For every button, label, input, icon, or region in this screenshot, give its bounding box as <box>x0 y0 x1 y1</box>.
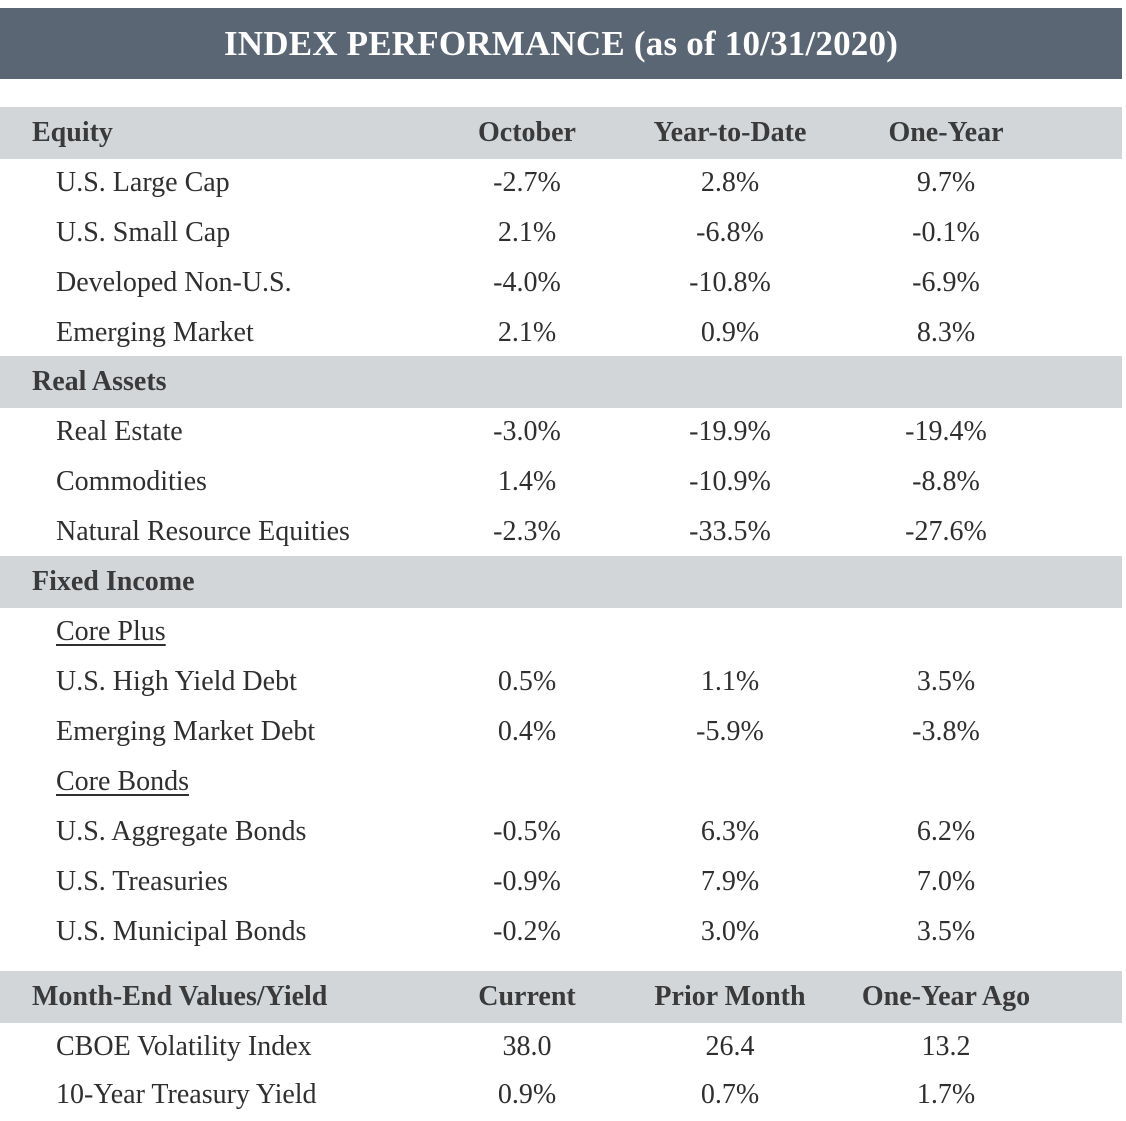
section-label: Equity <box>32 117 113 148</box>
table-row: U.S. High Yield Debt 0.5% 1.1% 3.5% <box>0 657 1122 707</box>
section-label: Real Assets <box>32 366 167 397</box>
column-header-current: Current <box>478 981 576 1012</box>
one-year-value: 7.0% <box>916 866 976 897</box>
row-label: U.S. Municipal Bonds <box>56 916 307 947</box>
ytd-value: 7.9% <box>700 866 760 897</box>
row-label: U.S. Treasuries <box>56 866 228 897</box>
column-header-october: October <box>478 117 576 148</box>
row-label: U.S. High Yield Debt <box>56 666 297 697</box>
one-year-value: 3.5% <box>916 916 976 947</box>
real-assets-header-row: Real Assets <box>0 356 1122 408</box>
one-year-value: -0.1% <box>912 217 980 248</box>
october-value: -0.5% <box>493 816 561 847</box>
ytd-value: -10.8% <box>689 267 771 298</box>
one-year-value: -3.8% <box>912 716 980 747</box>
column-header-one-year-ago: One-Year Ago <box>861 981 1031 1012</box>
ytd-value: 0.9% <box>700 317 760 348</box>
current-value: 38.0 <box>502 1031 552 1062</box>
ytd-value: -33.5% <box>689 516 771 547</box>
prior-month-value: 0.7% <box>700 1079 760 1110</box>
row-label: Emerging Market Debt <box>56 716 316 747</box>
october-value: 0.5% <box>497 666 557 697</box>
column-header-ytd: Year-to-Date <box>653 117 807 148</box>
month-end-header-row: Month-End Values/Yield Current Prior Mon… <box>0 971 1122 1023</box>
table-row: Developed Non-U.S. -4.0% -10.8% -6.9% <box>0 258 1122 308</box>
row-label: CBOE Volatility Index <box>56 1031 312 1062</box>
row-label: Emerging Market <box>56 317 254 348</box>
table-row: U.S. Aggregate Bonds -0.5% 6.3% 6.2% <box>0 807 1122 857</box>
october-value: 0.4% <box>497 716 557 747</box>
october-value: -0.9% <box>493 866 561 897</box>
subsection-label-core-plus: Core Plus <box>56 616 166 647</box>
one-year-value: -6.9% <box>912 267 980 298</box>
table-title: INDEX PERFORMANCE (as of 10/31/2020) <box>0 8 1122 79</box>
column-header-prior-month: Prior Month <box>654 981 806 1012</box>
one-year-value: -8.8% <box>912 466 980 497</box>
column-header-one-year: One-Year <box>888 117 1004 148</box>
row-label: 10-Year Treasury Yield <box>56 1079 317 1110</box>
row-label: U.S. Large Cap <box>56 167 230 198</box>
table-row: CBOE Volatility Index 38.0 26.4 13.2 <box>0 1022 1122 1072</box>
october-value: 2.1% <box>497 317 557 348</box>
table-row: 10-Year Treasury Yield 0.9% 0.7% 1.7% <box>0 1070 1122 1120</box>
table-row: Emerging Market 2.1% 0.9% 8.3% <box>0 308 1122 358</box>
table-row: U.S. Treasuries -0.9% 7.9% 7.0% <box>0 857 1122 907</box>
october-value: -3.0% <box>493 416 561 447</box>
ytd-value: 2.8% <box>700 167 760 198</box>
subsection-row: Core Plus <box>0 607 1122 657</box>
row-label: U.S. Small Cap <box>56 217 231 248</box>
ytd-value: 6.3% <box>700 816 760 847</box>
one-year-value: 9.7% <box>916 167 976 198</box>
one-year-value: -27.6% <box>905 516 987 547</box>
section-label: Fixed Income <box>32 566 195 597</box>
prior-month-value: 26.4 <box>705 1031 755 1062</box>
section-label: Month-End Values/Yield <box>32 981 328 1012</box>
row-label: Real Estate <box>56 416 183 447</box>
october-value: -4.0% <box>493 267 561 298</box>
equity-header-row: Equity October Year-to-Date One-Year <box>0 107 1122 159</box>
one-year-value: 6.2% <box>916 816 976 847</box>
one-year-ago-value: 13.2 <box>921 1031 971 1062</box>
october-value: 2.1% <box>497 217 557 248</box>
ytd-value: 1.1% <box>700 666 760 697</box>
current-value: 0.9% <box>497 1079 557 1110</box>
table-row: U.S. Municipal Bonds -0.2% 3.0% 3.5% <box>0 907 1122 957</box>
table-row: Real Estate -3.0% -19.9% -19.4% <box>0 407 1122 457</box>
ytd-value: 3.0% <box>700 916 760 947</box>
one-year-value: -19.4% <box>905 416 987 447</box>
table-row: Commodities 1.4% -10.9% -8.8% <box>0 457 1122 507</box>
one-year-ago-value: 1.7% <box>916 1079 976 1110</box>
one-year-value: 8.3% <box>916 317 976 348</box>
fixed-income-header-row: Fixed Income <box>0 556 1122 608</box>
one-year-value: 3.5% <box>916 666 976 697</box>
october-value: -2.3% <box>493 516 561 547</box>
ytd-value: -19.9% <box>689 416 771 447</box>
ytd-value: -10.9% <box>689 466 771 497</box>
row-label: Natural Resource Equities <box>56 516 350 547</box>
october-value: -2.7% <box>493 167 561 198</box>
table-row: Natural Resource Equities -2.3% -33.5% -… <box>0 507 1122 557</box>
october-value: 1.4% <box>497 466 557 497</box>
row-label: U.S. Aggregate Bonds <box>56 816 307 847</box>
subsection-label-core-bonds: Core Bonds <box>56 766 189 797</box>
table-row: Emerging Market Debt 0.4% -5.9% -3.8% <box>0 707 1122 757</box>
october-value: -0.2% <box>493 916 561 947</box>
table-row: U.S. Large Cap -2.7% 2.8% 9.7% <box>0 158 1122 208</box>
ytd-value: -5.9% <box>696 716 764 747</box>
row-label: Developed Non-U.S. <box>56 267 292 298</box>
ytd-value: -6.8% <box>696 217 764 248</box>
row-label: Commodities <box>56 466 207 497</box>
subsection-row: Core Bonds <box>0 757 1122 807</box>
table-row: U.S. Small Cap 2.1% -6.8% -0.1% <box>0 208 1122 258</box>
